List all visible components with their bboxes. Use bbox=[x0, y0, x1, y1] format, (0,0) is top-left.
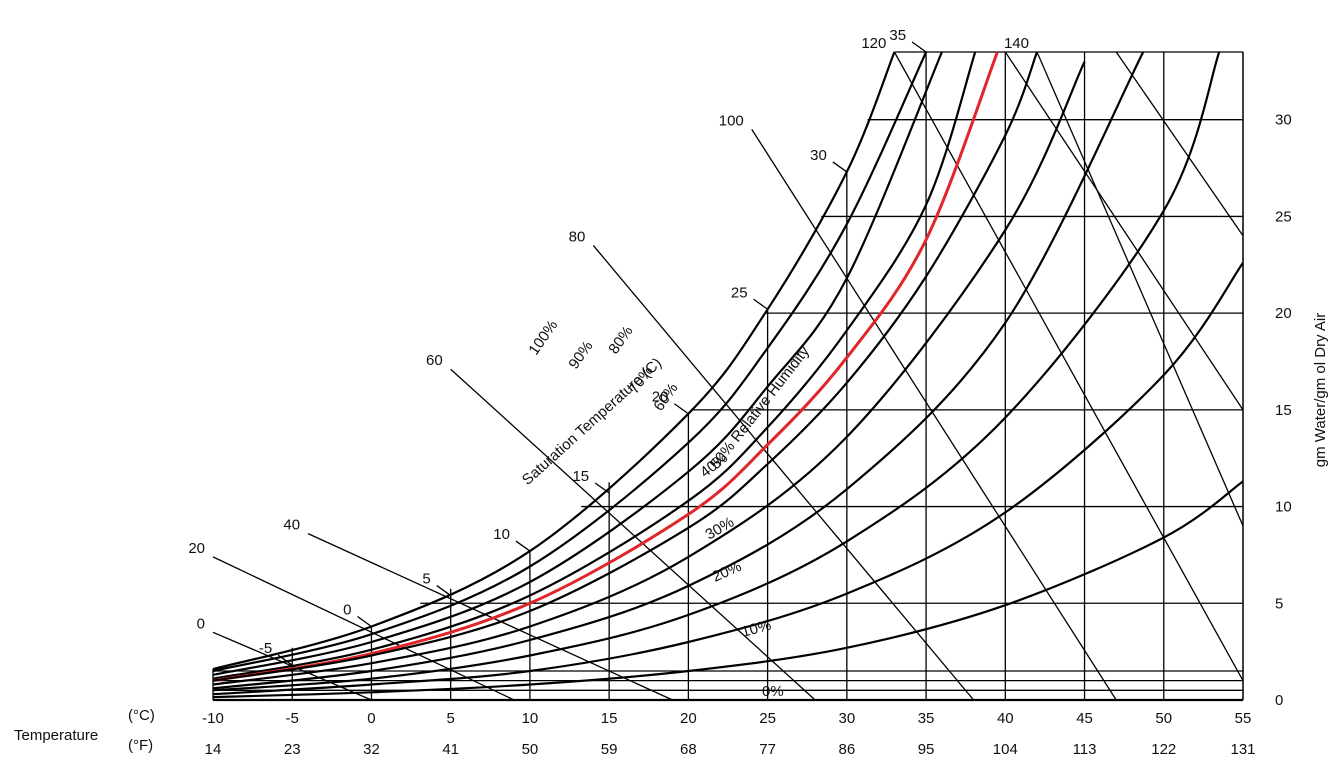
saturation-tick-label: 15 bbox=[572, 468, 589, 485]
enthalpy-label: 40 bbox=[283, 517, 300, 534]
enthalpy-line bbox=[592, 245, 975, 701]
grid bbox=[212, 51, 1244, 701]
saturation-tick-label: 0 bbox=[343, 601, 351, 618]
x-tick-label-fahrenheit: 113 bbox=[1073, 741, 1097, 758]
rh-curve-20 bbox=[212, 262, 1244, 696]
saturation-tick-label: 25 bbox=[731, 284, 748, 301]
relative-humidity-curves bbox=[212, 51, 1244, 702]
enthalpy-label: 60 bbox=[426, 352, 443, 369]
x-tick-label-fahrenheit: 23 bbox=[284, 741, 301, 758]
rh-curve-30 bbox=[212, 51, 1221, 692]
enthalpy-label: 20 bbox=[188, 540, 205, 557]
saturation-tick-mark bbox=[357, 615, 372, 628]
x-tick-label-celsius: 20 bbox=[680, 710, 697, 727]
enthalpy-line bbox=[1036, 51, 1244, 527]
x-tick-label-celsius: 15 bbox=[601, 710, 618, 727]
rh-curve-80 bbox=[212, 51, 943, 676]
x-tick-label-celsius: 55 bbox=[1235, 710, 1252, 727]
x-tick-label-celsius: 5 bbox=[447, 710, 455, 727]
enthalpy-label: 120 bbox=[861, 35, 886, 52]
rh-curve-label: 30% bbox=[703, 514, 738, 544]
x-unit-celsius: (°C) bbox=[128, 707, 155, 724]
enthalpy-line bbox=[1115, 51, 1244, 237]
rh-curve-label: 60% bbox=[650, 380, 681, 414]
saturation-tick-mark bbox=[277, 654, 293, 666]
rh-curve-label: 90% bbox=[565, 338, 596, 372]
enthalpy-lines bbox=[212, 51, 1244, 701]
saturation-tick-mark bbox=[436, 585, 452, 597]
x-tick-label-fahrenheit: 86 bbox=[839, 741, 856, 758]
x-tick-label-celsius: -10 bbox=[202, 710, 224, 727]
x-tick-label-fahrenheit: 68 bbox=[680, 741, 697, 758]
saturation-tick-label: 20 bbox=[652, 389, 669, 406]
y-tick-label: 5 bbox=[1275, 595, 1283, 612]
x-tick-label-fahrenheit: 77 bbox=[759, 741, 776, 758]
x-tick-label-fahrenheit: 95 bbox=[918, 741, 935, 758]
saturation-tick-label: -5 bbox=[259, 640, 272, 657]
highlighted-rh-curve bbox=[212, 51, 999, 683]
x-tick-label-fahrenheit: 14 bbox=[205, 741, 222, 758]
x-axis-label: Temperature bbox=[14, 727, 98, 744]
saturation-tick-label: 5 bbox=[422, 571, 430, 588]
x-tick-label-fahrenheit: 41 bbox=[442, 741, 459, 758]
saturation-tick-mark bbox=[753, 298, 768, 310]
rh-curve-label: 20% bbox=[710, 558, 744, 586]
enthalpy-label: 0 bbox=[197, 615, 205, 632]
saturation-tick-mark bbox=[674, 403, 689, 415]
x-unit-fahrenheit: (°F) bbox=[128, 737, 153, 754]
saturation-tick-label: 30 bbox=[810, 147, 827, 164]
x-tick-label-fahrenheit: 32 bbox=[363, 741, 380, 758]
rh-curve-100 bbox=[212, 51, 896, 671]
rh-curve-label: 100% bbox=[525, 317, 561, 358]
x-tick-label-fahrenheit: 50 bbox=[522, 741, 539, 758]
enthalpy-line bbox=[1004, 51, 1244, 411]
y-tick-label: 10 bbox=[1275, 499, 1292, 516]
rh-curve-70 bbox=[212, 51, 977, 680]
x-tick-label-celsius: 50 bbox=[1155, 710, 1172, 727]
y-tick-label: 0 bbox=[1275, 692, 1283, 709]
y-tick-label: 25 bbox=[1275, 208, 1292, 225]
saturation-tick-mark bbox=[594, 482, 610, 494]
x-tick-label-celsius: 25 bbox=[759, 710, 776, 727]
rh-curve-label: 0% bbox=[762, 683, 784, 700]
x-tick-label-celsius: 40 bbox=[997, 710, 1014, 727]
x-tick-label-fahrenheit: 104 bbox=[993, 741, 1018, 758]
rh-curve-10 bbox=[212, 480, 1244, 699]
axis-ticks: -1014-5230325411050155920682577308635954… bbox=[202, 27, 1292, 758]
saturation-tick-mark bbox=[515, 540, 531, 552]
enthalpy-line bbox=[893, 51, 1244, 681]
enthalpy-label: 80 bbox=[569, 228, 586, 245]
enthalpy-line bbox=[751, 129, 1117, 701]
x-tick-label-celsius: 35 bbox=[918, 710, 935, 727]
saturation-tick-mark bbox=[911, 41, 927, 53]
y-tick-label: 15 bbox=[1275, 402, 1292, 419]
y-tick-label: 20 bbox=[1275, 305, 1292, 322]
enthalpy-label: 140 bbox=[1004, 35, 1029, 52]
enthalpy-label: 100 bbox=[719, 112, 744, 129]
saturation-tick-label: 10 bbox=[493, 526, 510, 543]
enthalpy-line bbox=[450, 368, 816, 701]
x-tick-label-fahrenheit: 122 bbox=[1151, 741, 1176, 758]
x-tick-label-celsius: 0 bbox=[367, 710, 375, 727]
y-tick-label: 30 bbox=[1275, 112, 1292, 129]
enthalpy-line bbox=[307, 533, 673, 701]
x-tick-label-celsius: 10 bbox=[522, 710, 539, 727]
x-tick-label-celsius: 45 bbox=[1076, 710, 1093, 727]
x-tick-label-celsius: -5 bbox=[286, 710, 299, 727]
rh-curve-label: 80% bbox=[605, 323, 636, 357]
rh-curve-60 bbox=[212, 51, 1039, 682]
x-tick-label-celsius: 30 bbox=[839, 710, 856, 727]
rh-curve-90 bbox=[212, 51, 928, 673]
y-axis-label: gm Water/gm ol Dry Air bbox=[1312, 313, 1329, 467]
x-tick-label-fahrenheit: 59 bbox=[601, 741, 618, 758]
saturation-tick-mark bbox=[832, 161, 848, 173]
saturation-tick-label: 35 bbox=[889, 27, 906, 44]
rh-curve-50 bbox=[212, 61, 1086, 686]
x-tick-label-fahrenheit: 131 bbox=[1230, 741, 1255, 758]
rh-curve-40 bbox=[212, 51, 1145, 690]
